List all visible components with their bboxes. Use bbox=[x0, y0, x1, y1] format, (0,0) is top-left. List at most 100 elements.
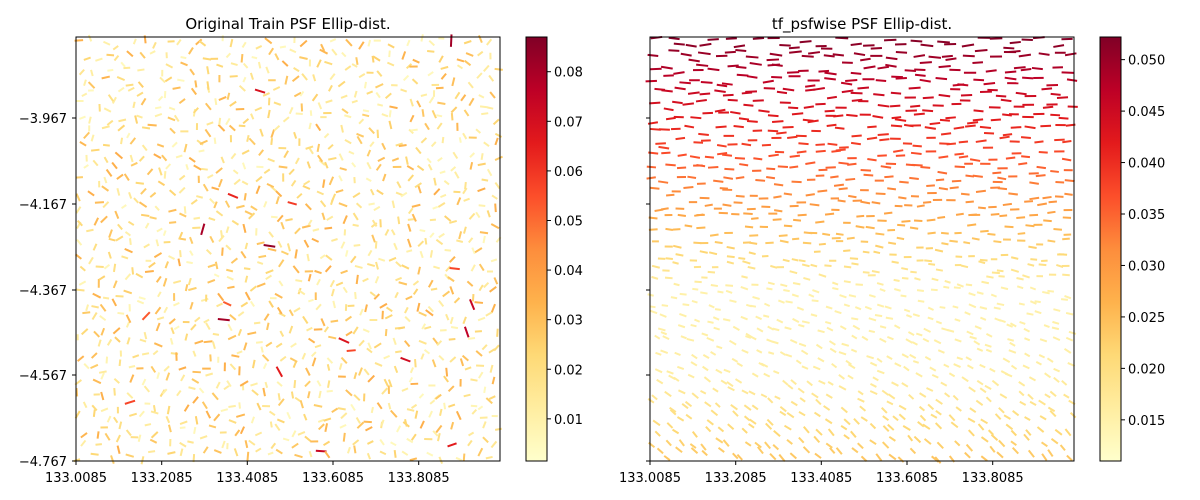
quiver-segment bbox=[1061, 71, 1074, 74]
quiver-segment bbox=[179, 250, 182, 258]
quiver-segment bbox=[882, 425, 890, 433]
quiver-segment bbox=[1064, 192, 1073, 196]
quiver-segment bbox=[494, 155, 503, 161]
quiver-segment bbox=[846, 236, 855, 240]
quiver-segment bbox=[129, 137, 137, 145]
quiver-segment bbox=[691, 299, 698, 304]
quiver-segment bbox=[661, 89, 673, 93]
quiver-segment bbox=[370, 406, 374, 414]
quiver-segment bbox=[307, 219, 313, 226]
quiver-segment bbox=[179, 441, 187, 448]
quiver-segment bbox=[295, 279, 303, 283]
quiver-segment bbox=[470, 264, 476, 272]
quiver-segment bbox=[1010, 429, 1018, 437]
quiver-segment bbox=[783, 224, 793, 228]
quiver-segment bbox=[981, 280, 990, 285]
quiver-segment bbox=[848, 194, 857, 199]
quiver-segment bbox=[344, 114, 352, 119]
quiver-segment bbox=[885, 316, 894, 320]
quiver-segment bbox=[681, 403, 689, 410]
quiver-segment bbox=[833, 114, 844, 118]
quiver-segment bbox=[218, 96, 227, 101]
quiver-segment bbox=[92, 292, 102, 299]
quiver-segment bbox=[213, 449, 222, 454]
colorbar-tick-label: 0.025 bbox=[1128, 311, 1165, 326]
quiver-segment bbox=[773, 183, 784, 187]
quiver-segment bbox=[717, 152, 728, 156]
quiver-segment bbox=[416, 165, 425, 172]
quiver-segment bbox=[797, 213, 807, 217]
quiver-segment bbox=[254, 88, 266, 94]
quiver-segment bbox=[208, 424, 217, 429]
quiver-segment bbox=[730, 403, 738, 411]
quiver-segment bbox=[83, 131, 91, 140]
quiver-segment bbox=[303, 239, 310, 248]
quiver-segment bbox=[340, 269, 348, 275]
quiver-segment bbox=[872, 376, 879, 382]
quiver-segment bbox=[169, 127, 176, 135]
quiver-segment bbox=[178, 186, 186, 194]
quiver-segment bbox=[843, 434, 850, 440]
quiver-segment bbox=[278, 280, 284, 287]
quiver-segment bbox=[1043, 219, 1052, 223]
quiver-segment bbox=[665, 116, 676, 121]
quiver-segment bbox=[712, 316, 720, 321]
quiver-segment bbox=[812, 289, 820, 294]
quiver-segment bbox=[682, 102, 695, 106]
quiver-segment bbox=[387, 402, 392, 410]
quiver-segment bbox=[304, 380, 311, 388]
quiver-segment bbox=[273, 124, 281, 132]
quiver-segment bbox=[881, 389, 889, 396]
quiver-segment bbox=[922, 337, 930, 343]
quiver-segment bbox=[893, 278, 900, 283]
quiver-segment bbox=[411, 203, 421, 208]
quiver-segment bbox=[140, 97, 147, 106]
quiver-segment bbox=[851, 262, 859, 266]
quiver-segment bbox=[316, 278, 321, 286]
quiver-segment bbox=[286, 243, 291, 252]
quiver-segment bbox=[261, 354, 270, 362]
quiver-segment bbox=[362, 113, 370, 118]
quiver-segment bbox=[990, 212, 1000, 216]
quiver-segment bbox=[863, 65, 876, 70]
quiver-segment bbox=[228, 404, 236, 408]
quiver-segment bbox=[980, 418, 988, 425]
quiver-segment bbox=[216, 63, 224, 68]
quiver-segment bbox=[215, 167, 223, 174]
quiver-segment bbox=[996, 451, 1004, 459]
quiver-segment bbox=[887, 423, 895, 431]
quiver-segment bbox=[103, 176, 108, 184]
quiver-segment bbox=[278, 312, 286, 318]
quiver-segment bbox=[215, 381, 221, 389]
quiver-segment bbox=[913, 435, 922, 444]
quiver-segment bbox=[218, 234, 225, 243]
quiver-segment bbox=[871, 270, 880, 274]
quiver-segment bbox=[294, 227, 301, 235]
quiver-segment bbox=[325, 254, 333, 261]
quiver-segment bbox=[702, 365, 709, 372]
quiver-segment bbox=[1052, 336, 1061, 342]
quiver-segment bbox=[945, 116, 956, 120]
quiver-segment bbox=[450, 421, 455, 430]
quiver-segment bbox=[278, 165, 288, 169]
quiver-segment bbox=[255, 185, 261, 195]
quiver-segment bbox=[458, 137, 462, 143]
quiver-segment bbox=[192, 396, 199, 404]
quiver-segment bbox=[367, 249, 373, 257]
quiver-segment bbox=[1059, 444, 1066, 452]
quiver-segment bbox=[291, 75, 300, 83]
quiver-segment bbox=[886, 355, 893, 360]
quiver-segment bbox=[787, 384, 794, 390]
quiver-segment bbox=[1018, 162, 1028, 166]
quiver-segment bbox=[1053, 44, 1065, 48]
quiver-segment bbox=[894, 118, 907, 122]
quiver-segment bbox=[95, 443, 102, 446]
quiver-segment bbox=[123, 289, 133, 295]
quiver-segment bbox=[651, 394, 658, 401]
quiver-segment bbox=[704, 401, 712, 408]
quiver-segment bbox=[363, 81, 368, 89]
quiver-segment bbox=[205, 372, 214, 377]
quiver-segment bbox=[321, 212, 326, 221]
quiver-segment bbox=[179, 426, 186, 429]
quiver-segment bbox=[276, 418, 285, 424]
